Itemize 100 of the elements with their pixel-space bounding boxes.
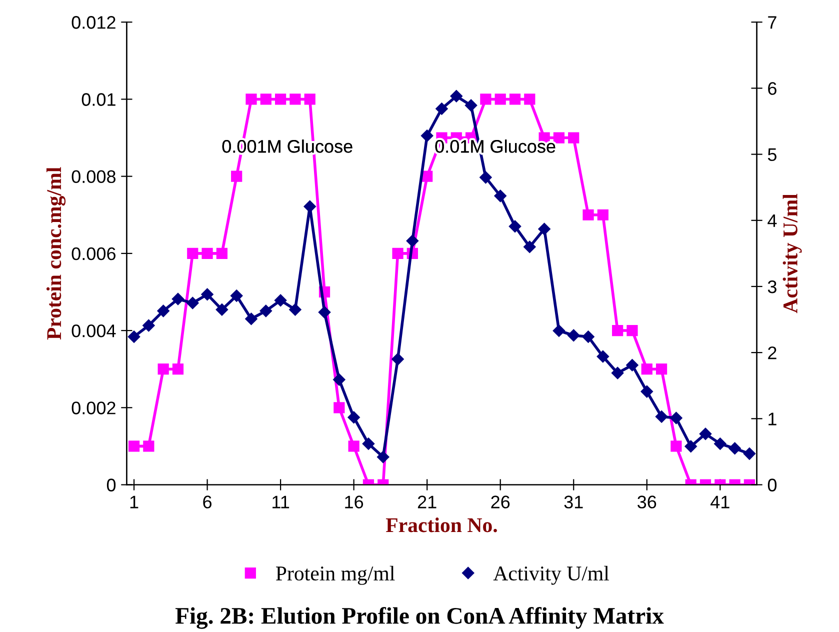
point: [304, 94, 316, 105]
point: [714, 438, 726, 450]
point: [656, 364, 668, 375]
x-axis-title: Fraction No.: [386, 518, 497, 532]
point: [362, 438, 375, 450]
point: [670, 440, 682, 452]
point: [186, 296, 199, 310]
y2-tick-label: 3: [768, 280, 776, 294]
point: [596, 350, 610, 363]
point: [524, 240, 536, 253]
point: [450, 90, 462, 102]
point: [348, 411, 360, 424]
point: [509, 94, 521, 105]
point: [582, 209, 594, 220]
y-tick-label: 0.01: [82, 93, 116, 106]
point: [538, 222, 550, 236]
x-tick-label: 1: [130, 496, 138, 508]
point: [246, 94, 257, 105]
point: [494, 190, 506, 202]
point: [128, 330, 140, 343]
y2-tick-label: 7: [768, 16, 776, 29]
point: [464, 99, 478, 112]
point: [201, 288, 214, 301]
y-tick-label: 0.008: [72, 170, 116, 184]
y2-tick-label: 1: [768, 412, 776, 426]
point: [142, 319, 155, 332]
x-tick-label: 6: [203, 496, 212, 508]
text: Fig. 2B: Elution Profile on ConA Affinity Matrix: [175, 607, 664, 629]
point: [157, 304, 170, 318]
y-tick-label: 0.006: [72, 247, 116, 260]
point: [480, 171, 492, 184]
point: [143, 440, 154, 452]
point: [728, 442, 741, 454]
point: [670, 412, 682, 424]
point: [348, 440, 360, 452]
point: [230, 290, 243, 302]
x-tick-label: 11: [272, 496, 290, 508]
point: [655, 410, 668, 423]
point: [334, 402, 345, 414]
point: [202, 248, 213, 259]
point: [641, 364, 652, 375]
point: [377, 450, 390, 464]
point: [626, 359, 638, 372]
point: [611, 366, 624, 380]
point: [158, 364, 169, 375]
point: [231, 170, 242, 182]
y-tick-label: 0.012: [72, 16, 116, 29]
point: [743, 448, 756, 460]
point: [245, 312, 258, 325]
y2-tick-label: 4: [768, 214, 777, 227]
point: [699, 428, 712, 440]
x-tick-label: 26: [491, 496, 510, 508]
point: [612, 324, 624, 336]
x-tick-label: 16: [345, 496, 364, 508]
point: [216, 304, 228, 316]
y2-tick-label: 2: [768, 346, 776, 360]
point: [508, 220, 522, 232]
point: [568, 329, 580, 342]
point: [216, 248, 228, 259]
legend-label: Activity U/ml: [493, 566, 610, 585]
point: [172, 364, 184, 375]
legend-label: Protein mg/ml: [276, 566, 395, 585]
y-tick-label: 0: [106, 478, 116, 492]
y2-tick-label: 5: [768, 148, 776, 162]
y2-tick-label: 6: [768, 82, 776, 95]
point: [568, 132, 580, 144]
point: [524, 94, 536, 105]
x-tick-label: 31: [564, 496, 583, 508]
point: [290, 94, 301, 105]
point: [333, 374, 346, 386]
y-tick-label: 0.004: [72, 324, 116, 338]
x-tick-label: 21: [418, 496, 436, 508]
point: [582, 330, 594, 343]
point: [187, 248, 198, 259]
point: [289, 304, 302, 316]
point: [552, 324, 566, 337]
point: [480, 94, 492, 105]
point: [392, 353, 404, 366]
point: [640, 385, 653, 398]
point: [274, 294, 287, 306]
x-tick-label: 41: [710, 496, 730, 508]
point: [274, 94, 286, 105]
point: [436, 102, 448, 115]
point: [597, 209, 608, 220]
y2-axis-title: Activity U/ml: [782, 194, 802, 314]
point: [260, 304, 272, 318]
point: [494, 94, 506, 105]
y-axis-title: Protein conc.mg/ml: [46, 167, 66, 340]
point: [626, 324, 638, 336]
point: [420, 130, 434, 142]
y2-tick-label: 0: [768, 478, 777, 492]
point: [406, 234, 419, 247]
point: [128, 440, 140, 452]
point: [318, 306, 331, 318]
point: [260, 94, 272, 105]
y-tick-label: 0.002: [72, 402, 116, 414]
point: [172, 292, 184, 306]
point: [684, 440, 697, 453]
x-tick-label: 36: [638, 496, 656, 508]
point: [392, 248, 404, 259]
